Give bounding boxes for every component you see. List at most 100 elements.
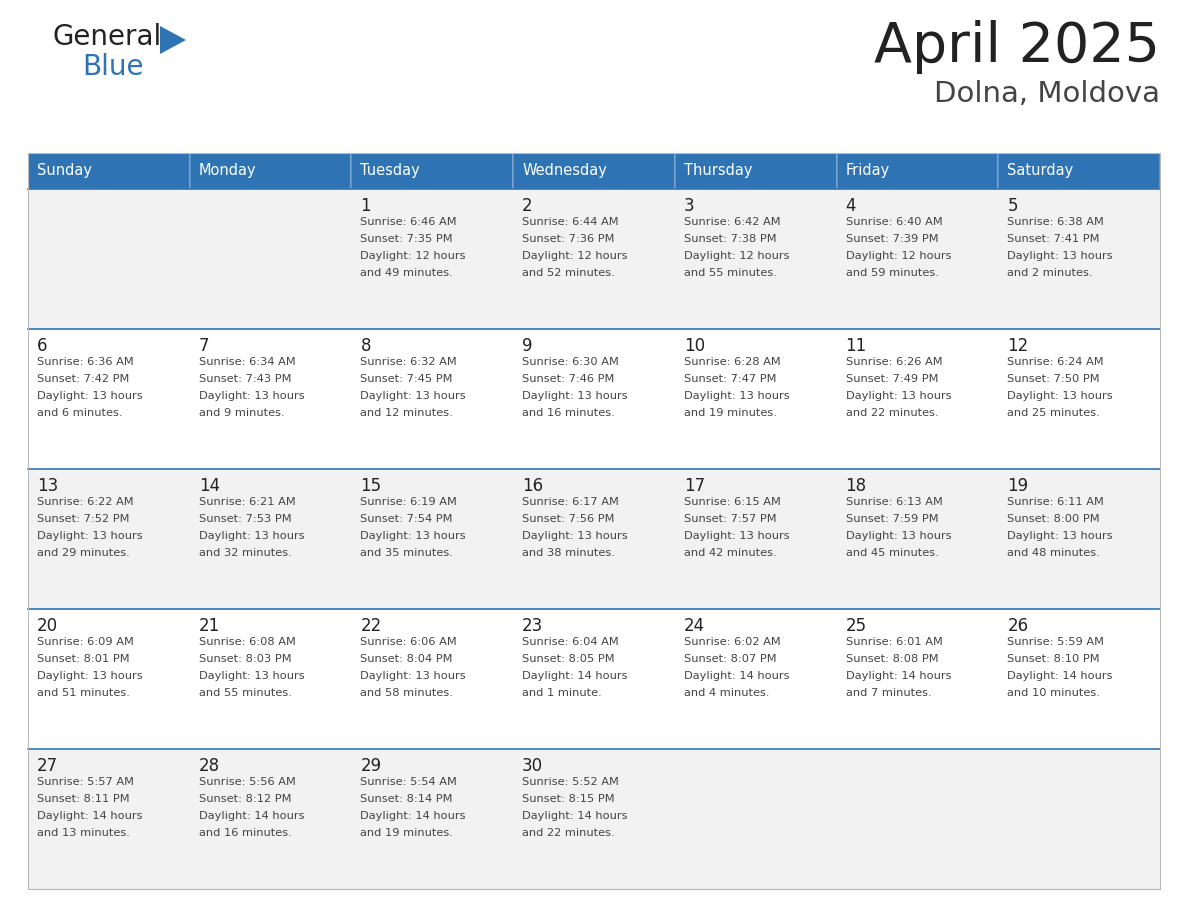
- Text: Sunrise: 6:22 AM: Sunrise: 6:22 AM: [37, 497, 133, 507]
- Text: and 4 minutes.: and 4 minutes.: [684, 688, 770, 698]
- Text: 20: 20: [37, 617, 58, 635]
- Bar: [513, 749, 675, 889]
- Text: Sunset: 8:04 PM: Sunset: 8:04 PM: [360, 654, 453, 664]
- Text: Sunset: 7:45 PM: Sunset: 7:45 PM: [360, 374, 453, 384]
- Text: Daylight: 14 hours: Daylight: 14 hours: [523, 811, 627, 821]
- Text: 23: 23: [523, 617, 543, 635]
- Text: 25: 25: [846, 617, 867, 635]
- Text: 1: 1: [360, 197, 371, 215]
- Text: and 19 minutes.: and 19 minutes.: [360, 828, 454, 838]
- Text: and 49 minutes.: and 49 minutes.: [360, 268, 453, 278]
- Text: Sunset: 7:49 PM: Sunset: 7:49 PM: [846, 374, 939, 384]
- Bar: [998, 153, 1159, 189]
- Text: 15: 15: [360, 477, 381, 495]
- Text: and 2 minutes.: and 2 minutes.: [1007, 268, 1093, 278]
- Bar: [675, 329, 836, 469]
- Text: and 25 minutes.: and 25 minutes.: [1007, 408, 1100, 418]
- Text: 4: 4: [846, 197, 857, 215]
- Text: 27: 27: [37, 757, 58, 775]
- Text: Daylight: 13 hours: Daylight: 13 hours: [1007, 391, 1113, 401]
- Text: Sunrise: 6:06 AM: Sunrise: 6:06 AM: [360, 637, 457, 647]
- Text: Sunrise: 6:44 AM: Sunrise: 6:44 AM: [523, 217, 619, 227]
- Text: Daylight: 13 hours: Daylight: 13 hours: [523, 531, 627, 541]
- Text: Sunrise: 6:34 AM: Sunrise: 6:34 AM: [198, 357, 296, 367]
- Text: 30: 30: [523, 757, 543, 775]
- Bar: [29, 189, 190, 329]
- Text: and 58 minutes.: and 58 minutes.: [360, 688, 454, 698]
- Text: Sunset: 8:11 PM: Sunset: 8:11 PM: [37, 794, 129, 804]
- Text: Sunrise: 5:57 AM: Sunrise: 5:57 AM: [37, 777, 134, 787]
- Text: and 13 minutes.: and 13 minutes.: [37, 828, 129, 838]
- Text: Sunset: 7:52 PM: Sunset: 7:52 PM: [37, 514, 129, 524]
- Text: Wednesday: Wednesday: [523, 163, 607, 178]
- Bar: [352, 609, 513, 749]
- Text: Sunrise: 6:46 AM: Sunrise: 6:46 AM: [360, 217, 457, 227]
- Text: Sunset: 7:57 PM: Sunset: 7:57 PM: [684, 514, 777, 524]
- Text: and 16 minutes.: and 16 minutes.: [523, 408, 615, 418]
- Bar: [513, 329, 675, 469]
- Text: Daylight: 14 hours: Daylight: 14 hours: [523, 671, 627, 681]
- Text: Sunset: 8:00 PM: Sunset: 8:00 PM: [1007, 514, 1100, 524]
- Bar: [190, 749, 352, 889]
- Text: Daylight: 14 hours: Daylight: 14 hours: [37, 811, 143, 821]
- Bar: [29, 469, 190, 609]
- Text: Daylight: 14 hours: Daylight: 14 hours: [846, 671, 952, 681]
- Text: Sunset: 7:56 PM: Sunset: 7:56 PM: [523, 514, 614, 524]
- Text: Sunrise: 6:32 AM: Sunrise: 6:32 AM: [360, 357, 457, 367]
- Bar: [836, 153, 998, 189]
- Text: and 1 minute.: and 1 minute.: [523, 688, 602, 698]
- Text: and 16 minutes.: and 16 minutes.: [198, 828, 291, 838]
- Bar: [998, 609, 1159, 749]
- Text: and 55 minutes.: and 55 minutes.: [198, 688, 291, 698]
- Bar: [998, 749, 1159, 889]
- Text: 17: 17: [684, 477, 704, 495]
- Text: Daylight: 13 hours: Daylight: 13 hours: [523, 391, 627, 401]
- Text: Daylight: 12 hours: Daylight: 12 hours: [523, 251, 627, 261]
- Text: and 55 minutes.: and 55 minutes.: [684, 268, 777, 278]
- Text: Sunrise: 6:11 AM: Sunrise: 6:11 AM: [1007, 497, 1104, 507]
- Text: and 7 minutes.: and 7 minutes.: [846, 688, 931, 698]
- Bar: [836, 609, 998, 749]
- Text: 18: 18: [846, 477, 867, 495]
- Text: Daylight: 13 hours: Daylight: 13 hours: [198, 391, 304, 401]
- Text: Sunset: 7:46 PM: Sunset: 7:46 PM: [523, 374, 614, 384]
- Bar: [675, 153, 836, 189]
- Bar: [29, 329, 190, 469]
- Bar: [998, 189, 1159, 329]
- Text: 21: 21: [198, 617, 220, 635]
- Text: Sunday: Sunday: [37, 163, 91, 178]
- Text: Sunset: 8:10 PM: Sunset: 8:10 PM: [1007, 654, 1100, 664]
- Bar: [190, 153, 352, 189]
- Text: 12: 12: [1007, 337, 1029, 355]
- Text: and 12 minutes.: and 12 minutes.: [360, 408, 453, 418]
- Text: Sunrise: 6:19 AM: Sunrise: 6:19 AM: [360, 497, 457, 507]
- Text: Sunrise: 6:24 AM: Sunrise: 6:24 AM: [1007, 357, 1104, 367]
- Text: 14: 14: [198, 477, 220, 495]
- Text: Daylight: 13 hours: Daylight: 13 hours: [198, 671, 304, 681]
- Text: Sunset: 7:53 PM: Sunset: 7:53 PM: [198, 514, 291, 524]
- Text: Sunrise: 6:15 AM: Sunrise: 6:15 AM: [684, 497, 781, 507]
- Text: 11: 11: [846, 337, 867, 355]
- Text: Daylight: 14 hours: Daylight: 14 hours: [360, 811, 466, 821]
- Text: 6: 6: [37, 337, 48, 355]
- Text: Daylight: 12 hours: Daylight: 12 hours: [360, 251, 466, 261]
- Text: Sunrise: 5:52 AM: Sunrise: 5:52 AM: [523, 777, 619, 787]
- Text: Sunset: 7:38 PM: Sunset: 7:38 PM: [684, 234, 777, 244]
- Text: Daylight: 13 hours: Daylight: 13 hours: [360, 391, 466, 401]
- Text: Saturday: Saturday: [1007, 163, 1074, 178]
- Text: Sunset: 7:59 PM: Sunset: 7:59 PM: [846, 514, 939, 524]
- Bar: [352, 329, 513, 469]
- Text: Daylight: 13 hours: Daylight: 13 hours: [37, 671, 143, 681]
- Polygon shape: [160, 26, 187, 54]
- Bar: [513, 469, 675, 609]
- Text: Sunset: 8:08 PM: Sunset: 8:08 PM: [846, 654, 939, 664]
- Text: 24: 24: [684, 617, 704, 635]
- Text: Sunrise: 6:38 AM: Sunrise: 6:38 AM: [1007, 217, 1104, 227]
- Bar: [29, 153, 1159, 889]
- Text: Daylight: 13 hours: Daylight: 13 hours: [846, 531, 952, 541]
- Text: and 10 minutes.: and 10 minutes.: [1007, 688, 1100, 698]
- Text: 10: 10: [684, 337, 704, 355]
- Text: Dolna, Moldova: Dolna, Moldova: [934, 80, 1159, 108]
- Bar: [675, 469, 836, 609]
- Text: Sunrise: 6:26 AM: Sunrise: 6:26 AM: [846, 357, 942, 367]
